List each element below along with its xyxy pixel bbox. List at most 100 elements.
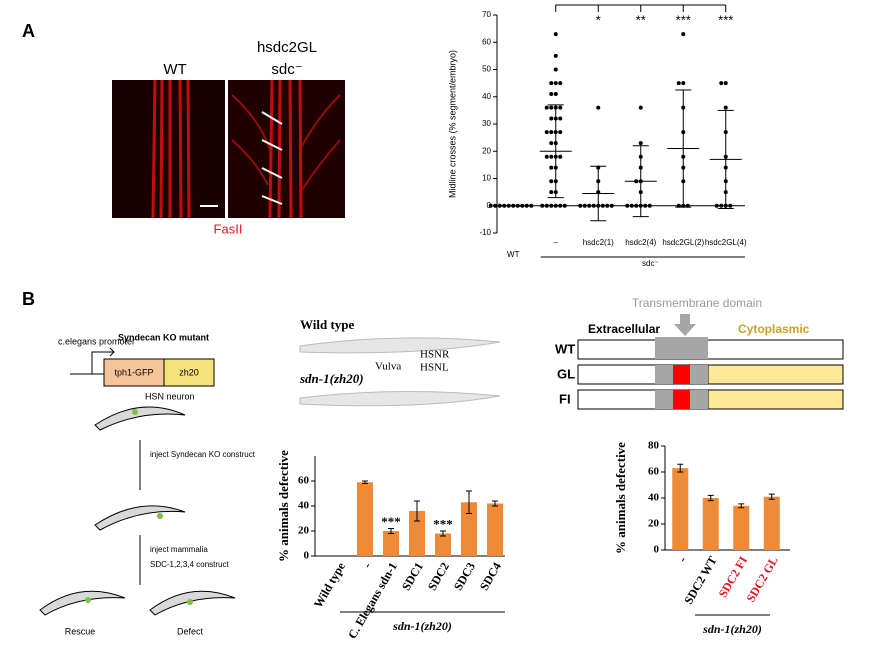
- dot: [493, 203, 498, 208]
- bar: [487, 503, 503, 556]
- dot: [558, 81, 563, 86]
- y-tick-label: 0: [654, 544, 660, 556]
- label: HSN neuron: [145, 391, 195, 401]
- error-bar: [707, 494, 714, 502]
- dot: [544, 154, 549, 159]
- dot: [553, 92, 558, 97]
- x-tick-label: SDC4: [477, 560, 504, 593]
- x-tick-label: WT: [507, 250, 520, 259]
- y-tick-label: 50: [482, 65, 491, 74]
- dot: [553, 203, 558, 208]
- label: HSNL: [420, 362, 449, 374]
- gene-box: [163, 358, 215, 387]
- x-axis-label: sdn-1(zh20): [702, 622, 762, 636]
- error-bar: [388, 528, 394, 534]
- gene-box: [103, 358, 165, 387]
- x-tick-label: SDC2: [425, 560, 452, 593]
- neuron: [85, 409, 193, 605]
- y-tick-label: 70: [482, 10, 491, 19]
- promoter-arrow: [70, 347, 115, 375]
- dot: [544, 130, 549, 135]
- label: Vulva: [375, 361, 401, 373]
- y-tick-label: -10: [479, 228, 491, 237]
- y-tick-label: 60: [482, 37, 491, 46]
- significance: ***: [676, 12, 691, 27]
- sd-bar: [632, 145, 649, 218]
- dot: [549, 203, 554, 208]
- micrograph: [112, 79, 345, 219]
- label: zh20: [179, 367, 199, 377]
- dot: [549, 130, 554, 135]
- sd-bar: [590, 165, 607, 222]
- dot: [578, 203, 583, 208]
- y-tick-label: 40: [298, 500, 310, 512]
- y-tick-label: 20: [298, 525, 310, 537]
- group-label: sdc⁻: [642, 259, 659, 268]
- dot: [634, 203, 639, 208]
- label: inject mammalia: [150, 545, 208, 554]
- dot: [719, 203, 724, 208]
- image-label: sdc⁻: [271, 61, 302, 78]
- x-tick-label: hsdc2GL(4): [705, 238, 747, 247]
- label: Transmembrane domain: [632, 296, 762, 310]
- x-tick-label: SDC1: [399, 560, 426, 593]
- dot: [681, 32, 686, 37]
- dot: [562, 203, 567, 208]
- dot: [549, 179, 554, 184]
- error-bar: [466, 490, 472, 514]
- y-tick-label: 60: [298, 475, 310, 487]
- bar: [409, 511, 425, 556]
- sd-bar: [717, 109, 734, 209]
- y-axis-label: % animals defective: [276, 450, 291, 562]
- dot: [605, 203, 610, 208]
- significance: ***: [381, 514, 401, 529]
- error-bar: [768, 493, 775, 500]
- label: Syndecan KO mutant: [118, 332, 209, 342]
- panel-letter: B: [22, 289, 35, 309]
- error-bar: [492, 500, 498, 507]
- y-tick-label: 10: [482, 174, 491, 183]
- significance: ***: [433, 516, 453, 531]
- dot: [587, 203, 592, 208]
- error-bar: [440, 530, 446, 537]
- dot: [549, 81, 554, 86]
- label: tph1-GFP: [114, 367, 153, 377]
- y-tick-label: 20: [482, 146, 491, 155]
- dot: [549, 92, 554, 97]
- dot: [558, 154, 563, 159]
- dot: [549, 116, 554, 121]
- dot: [553, 32, 558, 37]
- x-tick-label: hsdc2(4): [625, 238, 656, 247]
- label: Wild type: [300, 317, 355, 332]
- panel-letter: A: [22, 21, 35, 41]
- arrow: [674, 314, 696, 336]
- error-bar: [362, 480, 368, 484]
- dot: [629, 203, 634, 208]
- label: sdn-1(zh20): [299, 371, 364, 386]
- row-label: GL: [557, 366, 575, 381]
- error-bar: [414, 500, 420, 522]
- significance: ***: [718, 12, 733, 27]
- dot: [723, 105, 728, 110]
- dot: [544, 203, 549, 208]
- dot: [553, 81, 558, 86]
- image-label: WT: [163, 61, 186, 78]
- label: Extracellular: [588, 322, 660, 336]
- y-axis-label: Midline crosses (% segment/embryo): [447, 50, 457, 198]
- dot: [609, 203, 614, 208]
- y-tick-label: 20: [648, 518, 660, 530]
- dot: [544, 105, 549, 110]
- sd-bar: [675, 89, 692, 208]
- dot: [553, 53, 558, 58]
- sd-bar: [547, 104, 564, 199]
- label: inject Syndecan KO construct: [150, 450, 256, 459]
- y-tick-label: 40: [648, 492, 660, 504]
- worm-image: [299, 337, 501, 407]
- x-tick-label: SDC3: [451, 560, 478, 593]
- dot: [714, 203, 719, 208]
- x-tick-label: –: [554, 238, 559, 247]
- label: Rescue: [65, 626, 96, 636]
- dot: [549, 165, 554, 170]
- bar: [733, 505, 750, 550]
